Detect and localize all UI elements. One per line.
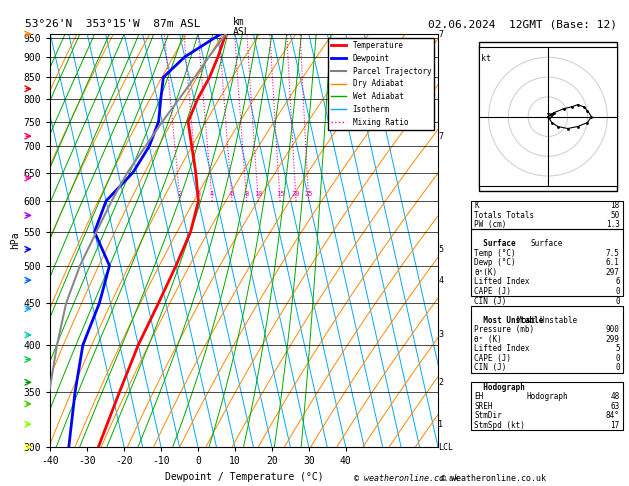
Text: 297: 297 [606,268,620,277]
Text: StmSpd (kt): StmSpd (kt) [474,421,525,430]
Text: θᵉ(K): θᵉ(K) [474,268,498,277]
Text: θᵉ (K): θᵉ (K) [474,335,502,344]
Text: 4: 4 [438,276,443,285]
Text: EH: EH [474,392,484,401]
Text: Dewp (°C): Dewp (°C) [474,259,516,267]
Text: 5: 5 [438,245,443,254]
Text: 1: 1 [438,420,443,429]
Text: Hodograph: Hodograph [474,382,525,392]
Text: 53°26'N  353°15'W  87m ASL: 53°26'N 353°15'W 87m ASL [25,19,201,30]
Text: CAPE (J): CAPE (J) [474,354,511,363]
Text: 0: 0 [615,354,620,363]
Text: 900: 900 [606,325,620,334]
Text: 6.1: 6.1 [606,259,620,267]
Text: 50: 50 [610,210,620,220]
Legend: Temperature, Dewpoint, Parcel Trajectory, Dry Adiabat, Wet Adiabat, Isotherm, Mi: Temperature, Dewpoint, Parcel Trajectory… [328,38,434,130]
Text: Temp (°C): Temp (°C) [474,249,516,258]
Text: Most Unstable: Most Unstable [517,316,577,325]
Text: 20: 20 [292,191,300,197]
Text: © weatheronline.co.uk: © weatheronline.co.uk [354,474,459,483]
Text: 63: 63 [610,402,620,411]
Text: 17: 17 [610,421,620,430]
Text: K: K [474,201,479,210]
Text: kt: kt [481,54,491,63]
Text: 25: 25 [304,191,313,197]
Text: 1.3: 1.3 [606,220,620,229]
Text: 18: 18 [610,201,620,210]
Text: 0: 0 [615,296,620,306]
Text: 299: 299 [606,335,620,344]
Text: 8: 8 [245,191,249,197]
Text: CAPE (J): CAPE (J) [474,287,511,296]
Text: 7: 7 [438,132,443,140]
Text: Lifted Index: Lifted Index [474,278,530,286]
Text: 3: 3 [196,191,201,197]
Text: 10: 10 [254,191,262,197]
Text: © weatheronline.co.uk: © weatheronline.co.uk [442,474,546,483]
Text: PW (cm): PW (cm) [474,220,507,229]
Text: 2: 2 [178,191,182,197]
X-axis label: Dewpoint / Temperature (°C): Dewpoint / Temperature (°C) [165,472,323,482]
Text: 7.5: 7.5 [606,249,620,258]
Text: Lifted Index: Lifted Index [474,345,530,353]
Text: 5: 5 [615,345,620,353]
Bar [471,382,623,430]
Text: Surface: Surface [474,239,516,248]
Text: LCL: LCL [438,443,454,451]
Text: 7: 7 [438,30,443,38]
Text: 6: 6 [615,278,620,286]
Text: ASL: ASL [233,27,250,37]
Text: Hodograph: Hodograph [526,392,568,401]
Text: Pressure (mb): Pressure (mb) [474,325,535,334]
Text: CIN (J): CIN (J) [474,296,507,306]
Text: hPa: hPa [11,232,20,249]
Text: 2: 2 [438,378,443,387]
Text: km: km [233,17,245,27]
Text: 84°: 84° [606,411,620,420]
Bar [471,229,623,296]
Text: Most Unstable: Most Unstable [474,316,543,325]
Text: 4: 4 [210,191,214,197]
Text: SREH: SREH [474,402,493,411]
Bar [479,42,617,191]
Bar [471,306,623,373]
Text: 02.06.2024  12GMT (Base: 12): 02.06.2024 12GMT (Base: 12) [428,19,616,30]
Text: StmDir: StmDir [474,411,502,420]
Text: 6: 6 [230,191,234,197]
Text: 15: 15 [276,191,284,197]
Text: 0: 0 [615,287,620,296]
Text: 3: 3 [438,330,443,339]
Bar [471,201,623,229]
Text: Totals Totals: Totals Totals [474,210,535,220]
Text: 0: 0 [615,364,620,372]
Text: CIN (J): CIN (J) [474,364,507,372]
Text: Surface: Surface [531,239,563,248]
Text: 48: 48 [610,392,620,401]
